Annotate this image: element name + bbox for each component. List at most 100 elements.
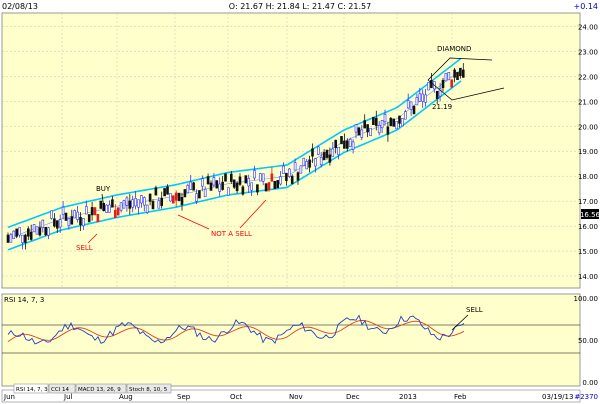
month-label: Dec (346, 393, 360, 401)
price-bar-body (453, 69, 456, 78)
price-bar-body (116, 207, 120, 216)
price-bar-body (328, 154, 332, 163)
buy-arrow (101, 193, 105, 210)
price-bar-body (441, 79, 445, 89)
price-bar-body (76, 211, 79, 220)
price-bar-body (15, 228, 18, 237)
price-bar-body (398, 115, 401, 124)
price-bar-body (406, 100, 410, 109)
price-tick-label: 20.00 (578, 123, 598, 131)
price-bar-body (111, 199, 114, 208)
price-bar-body (209, 182, 213, 191)
price-bar-body (244, 175, 248, 184)
price-bar-body (206, 176, 210, 185)
price-bar-body (201, 178, 204, 187)
price-bar-body (276, 180, 280, 189)
price-bar-body (35, 226, 39, 235)
price-bar-body (9, 234, 13, 243)
header-change: +0.14 (573, 2, 598, 11)
price-bar-body (38, 227, 42, 236)
rsi-tick-label: 0.00 (582, 379, 598, 387)
price-bar-body (215, 180, 219, 189)
price-bar-body (140, 195, 143, 204)
price-bar-body (369, 127, 372, 137)
price-bar-body (302, 157, 306, 167)
price-bar-body (230, 173, 233, 182)
price-bar-body (459, 67, 462, 76)
price-bar-body (401, 118, 404, 127)
price-bar-body (160, 197, 163, 206)
price-bar-body (296, 172, 300, 181)
price-bar-body (90, 207, 94, 216)
price-bar-body (114, 209, 117, 218)
price-bar-body (32, 224, 36, 233)
price-bar-body (64, 212, 68, 221)
header-bar (0, 0, 600, 12)
price-bar-body (250, 182, 253, 191)
price-bar-body (128, 200, 132, 209)
price-bar-body (174, 192, 178, 201)
indicator-tab-label: Stoch 8, 10, 5 (129, 387, 168, 393)
price-bar-body (189, 181, 192, 190)
price-bar-body (435, 90, 439, 100)
price-bar-body (119, 202, 123, 211)
price-bar-body (415, 97, 419, 106)
price-bar-body (299, 165, 303, 174)
price-bar-body (241, 186, 245, 195)
rsi-lines (7, 314, 465, 345)
price-bar-body (44, 226, 48, 236)
price-bar-body (203, 188, 207, 198)
price-tick-label: 16.00 (578, 223, 598, 231)
indicator-tab-label: MACD 13, 26, 9 (78, 387, 121, 393)
month-label: Oct (230, 393, 242, 401)
price-bar-body (96, 214, 100, 223)
sell-arrow (87, 233, 98, 244)
price-bar-body (137, 199, 140, 208)
indicator-tabs: RSI 14, 7, 3 CCI 14 MACD 13, 26, 9 Stoch 8,… (13, 383, 172, 394)
price-bar-body (444, 73, 448, 82)
price-bar-body (6, 234, 10, 243)
month-label: Aug (119, 393, 133, 401)
price-tick-label: 23.00 (578, 48, 598, 56)
price-bar-body (270, 173, 274, 182)
price-bar-body (322, 152, 326, 161)
price-bar-body (348, 138, 352, 147)
indicator-tab[interactable]: CCI 14 (48, 383, 76, 394)
rsi-signal-line (7, 319, 465, 343)
price-bar-body (93, 207, 97, 216)
upper-band (7, 57, 462, 229)
price-bar-body (166, 186, 169, 195)
price-tick-label: 14.00 (578, 273, 598, 281)
price-bar-body (264, 183, 268, 192)
price-bar-body (282, 165, 285, 174)
price-bar-body (73, 210, 76, 219)
price-tick-label: 17.00 (578, 198, 598, 206)
indicator-tab[interactable]: RSI 14, 7, 3 (13, 383, 49, 394)
price-bar-body (53, 218, 56, 227)
price-bar-body (183, 189, 187, 198)
month-label: Jul (63, 393, 73, 401)
price-bar-body (430, 80, 433, 89)
price-bar-body (380, 120, 384, 129)
price-bar-body (192, 182, 195, 191)
rsi-axis: 100.00 50.00 0.00 (574, 295, 599, 387)
diamond-low-label: 21.19 (432, 103, 452, 111)
price-bar-body (29, 231, 33, 240)
price-bar-body (316, 146, 320, 155)
price-bar-body (293, 162, 297, 171)
indicator-tab[interactable]: Stoch 8, 10, 5 (126, 383, 172, 394)
diamond-lower-line (427, 79, 505, 101)
price-bar-body (145, 204, 149, 213)
indicator-tab-label: CCI 14 (51, 387, 70, 393)
buy-label: BUY (96, 185, 111, 193)
price-bar-body (311, 148, 314, 157)
month-labels: Jun Jul Aug Sep Oct Nov Dec 2013 Feb 03/19/13 (3, 393, 573, 401)
price-bar-body (18, 227, 21, 236)
price-bar-body (438, 88, 442, 97)
indicator-tab[interactable]: MACD 13, 26, 9 (75, 383, 127, 394)
price-bar-body (319, 156, 323, 166)
price-bar-body (421, 93, 425, 102)
month-label: Nov (289, 393, 303, 401)
rsi-title: RSI 14, 7, 3 (4, 296, 44, 304)
not-a-sell-arrow-2 (239, 199, 267, 229)
